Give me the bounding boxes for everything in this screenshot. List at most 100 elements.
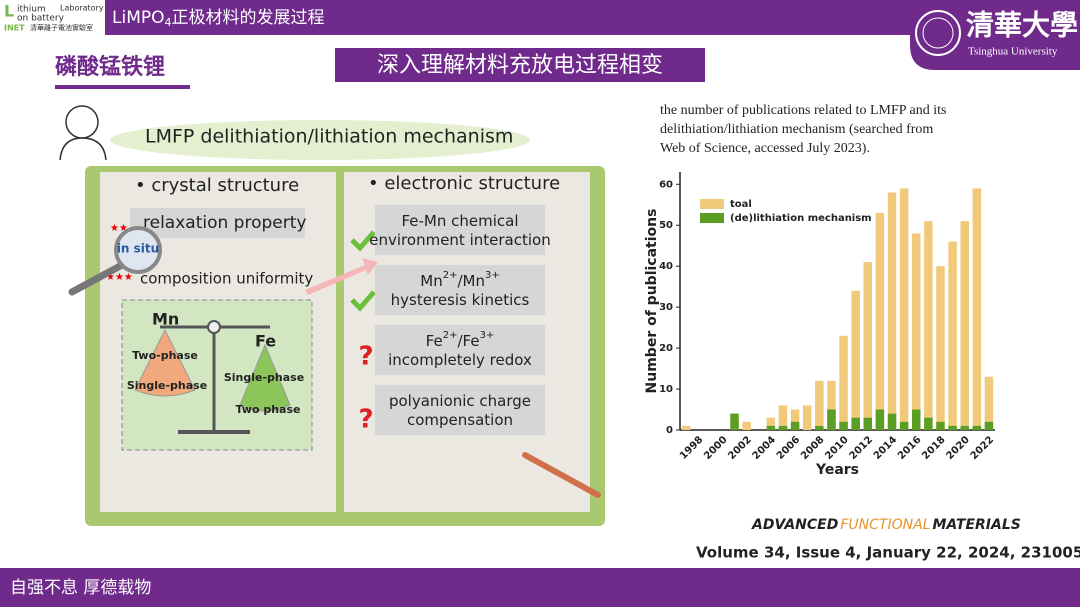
person <box>65 105 99 139</box>
cone-mn <box>134 328 196 397</box>
y-tick-label: 30 <box>659 302 673 313</box>
bar <box>851 417 860 430</box>
text-part: polyanionic charge <box>389 392 531 410</box>
item-text: Fe-Mn chemical <box>401 212 518 230</box>
arrow <box>305 258 378 295</box>
heading: • crystal structure <box>135 175 299 196</box>
logo-name: 清華大學 <box>966 9 1078 41</box>
journal-part: MATERIALS <box>932 517 1020 533</box>
text-part: Fe <box>426 332 443 350</box>
question: ? <box>358 405 373 435</box>
bar <box>730 413 739 430</box>
item-text: polyanionic charge <box>389 392 531 410</box>
y-tick-label: 40 <box>659 261 673 272</box>
title-part: LiMPO <box>112 8 165 28</box>
bar <box>984 376 994 430</box>
journal-part: ADVANCED <box>751 517 838 533</box>
bar <box>912 409 921 430</box>
text-part: hysteresis kinetics <box>391 291 530 309</box>
bar <box>790 421 800 430</box>
bar <box>766 425 776 430</box>
bar <box>960 425 969 430</box>
bar <box>936 266 945 430</box>
bar <box>899 188 909 430</box>
phase: Single-phase <box>224 371 304 384</box>
item: composition uniformity <box>140 270 313 288</box>
bar <box>863 417 873 430</box>
item-box <box>375 205 545 255</box>
check <box>350 290 376 312</box>
question: ? <box>358 342 373 372</box>
bar <box>742 421 751 430</box>
bar <box>827 380 836 430</box>
lens <box>114 226 162 274</box>
y-tick-label: 20 <box>659 343 673 354</box>
item-text: Fe2+/Fe3+ <box>426 330 495 350</box>
item-box <box>130 208 305 238</box>
item-text: hysteresis kinetics <box>391 291 530 309</box>
bar <box>936 421 945 430</box>
banner-text: 深入理解材料充放电过程相变 <box>377 53 663 78</box>
bar <box>912 233 921 430</box>
legend-label: (de)lithiation mechanism <box>730 213 872 224</box>
logo-english: Tsinghua University <box>968 46 1058 58</box>
bar <box>815 425 824 430</box>
bar <box>948 241 957 430</box>
text-part: Fe-Mn chemical <box>401 212 518 230</box>
item-text: compensation <box>407 411 513 429</box>
stars: ★★ <box>110 223 128 234</box>
logo-text: Laboratory <box>60 4 104 13</box>
header-title: LiMPO4正极材料的发展过程 <box>112 8 325 29</box>
logo-text: L <box>4 2 14 21</box>
citation: Volume 34, Issue 4, January 22, 2024, 23… <box>696 544 1080 562</box>
journal-part: FUNCTIONAL <box>840 517 930 533</box>
stars: ★★★ <box>106 272 133 283</box>
x-axis-label: Years <box>815 462 859 478</box>
bar <box>815 380 824 430</box>
bar <box>887 413 897 430</box>
bar <box>839 421 848 430</box>
text-part: /Mn <box>457 272 485 290</box>
item-box <box>375 265 545 315</box>
bar <box>984 421 994 430</box>
bar <box>778 425 788 430</box>
bar <box>851 290 860 430</box>
bar <box>827 409 836 430</box>
bar <box>924 417 933 430</box>
bar <box>948 425 957 430</box>
journal: ADVANCED FUNCTIONAL MATERIALS <box>751 517 1021 533</box>
swoosh <box>110 120 530 160</box>
sup: 2+ <box>443 270 458 281</box>
bar <box>766 417 776 430</box>
logo-text: 清華離子電池實驗室 <box>30 23 93 32</box>
element: Mn <box>152 310 179 329</box>
legend-label: toal <box>730 199 752 210</box>
balance <box>207 320 221 334</box>
phase: Two-phase <box>132 349 198 362</box>
item-text: environment interaction <box>369 231 550 249</box>
title-sub: 4 <box>165 16 172 29</box>
check <box>350 230 376 252</box>
bar <box>802 405 812 430</box>
y-tick-label: 50 <box>659 220 673 231</box>
logo-text: on battery <box>17 14 65 24</box>
item-box <box>375 385 545 435</box>
item-text: Mn2+/Mn3+ <box>420 270 499 290</box>
bar <box>972 425 982 430</box>
legend-swatch <box>700 199 724 209</box>
footer: 自强不息 厚德载物 <box>10 578 151 598</box>
header-bar <box>0 0 1080 35</box>
heading: • electronic structure <box>368 173 560 194</box>
text-part: Mn <box>420 272 442 290</box>
y-tick-label: 0 <box>666 425 673 436</box>
bar <box>899 421 909 430</box>
bar <box>839 335 848 430</box>
sup: 3+ <box>480 330 495 341</box>
text-part: /Fe <box>457 332 479 350</box>
title-part: 正极材料的发展过程 <box>172 8 325 28</box>
bar <box>875 409 885 430</box>
sup: 3+ <box>485 270 500 281</box>
